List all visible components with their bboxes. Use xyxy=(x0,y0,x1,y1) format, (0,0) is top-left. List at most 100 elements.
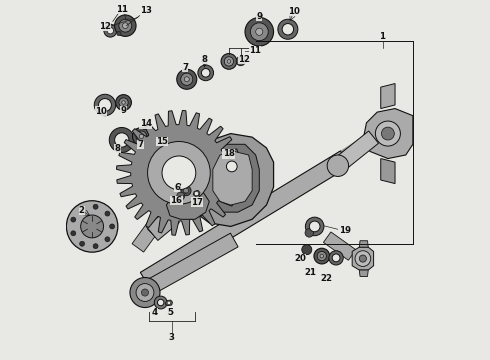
Circle shape xyxy=(184,77,189,82)
Circle shape xyxy=(201,68,210,77)
Circle shape xyxy=(226,161,237,172)
Circle shape xyxy=(309,221,320,232)
Circle shape xyxy=(119,98,128,107)
Text: 20: 20 xyxy=(294,254,306,263)
Text: 9: 9 xyxy=(256,12,262,21)
Polygon shape xyxy=(359,241,368,247)
Circle shape xyxy=(236,57,245,66)
Circle shape xyxy=(115,15,136,36)
Circle shape xyxy=(239,59,243,63)
Text: 3: 3 xyxy=(169,333,175,342)
Polygon shape xyxy=(165,300,172,306)
Circle shape xyxy=(198,65,214,81)
Circle shape xyxy=(181,186,191,196)
Polygon shape xyxy=(143,233,238,296)
Text: 18: 18 xyxy=(222,149,235,158)
Text: 7: 7 xyxy=(137,140,144,149)
Polygon shape xyxy=(147,123,149,127)
Circle shape xyxy=(136,284,154,301)
Polygon shape xyxy=(132,204,172,252)
Circle shape xyxy=(381,127,394,140)
Text: 22: 22 xyxy=(320,274,332,283)
Circle shape xyxy=(221,54,237,69)
Circle shape xyxy=(162,156,196,190)
Circle shape xyxy=(93,244,98,249)
Circle shape xyxy=(147,141,210,204)
Text: 17: 17 xyxy=(191,198,203,207)
Circle shape xyxy=(110,224,115,229)
Circle shape xyxy=(305,229,314,237)
Circle shape xyxy=(222,157,241,176)
Circle shape xyxy=(359,255,367,262)
Polygon shape xyxy=(117,111,242,235)
Circle shape xyxy=(184,188,189,193)
Text: 8: 8 xyxy=(202,55,208,64)
Circle shape xyxy=(329,251,343,265)
Text: 6: 6 xyxy=(174,183,180,192)
Circle shape xyxy=(109,127,134,153)
Text: 16: 16 xyxy=(171,196,182,205)
Polygon shape xyxy=(198,144,259,212)
Circle shape xyxy=(136,131,147,142)
Circle shape xyxy=(98,99,111,111)
Circle shape xyxy=(107,27,114,34)
Circle shape xyxy=(119,19,132,32)
Polygon shape xyxy=(147,209,179,240)
Circle shape xyxy=(79,241,85,246)
Circle shape xyxy=(305,217,324,236)
Circle shape xyxy=(245,18,273,46)
Text: 19: 19 xyxy=(339,226,350,235)
Polygon shape xyxy=(147,186,199,238)
Circle shape xyxy=(104,24,117,37)
Circle shape xyxy=(157,299,164,306)
Circle shape xyxy=(115,133,129,147)
Circle shape xyxy=(327,155,348,176)
Text: 11: 11 xyxy=(116,5,128,14)
Circle shape xyxy=(194,192,198,196)
Text: 2: 2 xyxy=(79,206,85,215)
Polygon shape xyxy=(140,151,350,288)
Text: 11: 11 xyxy=(249,46,261,55)
Polygon shape xyxy=(181,134,273,226)
Circle shape xyxy=(116,95,131,111)
Circle shape xyxy=(278,19,298,39)
Circle shape xyxy=(71,231,76,236)
Polygon shape xyxy=(323,232,356,260)
Text: 9: 9 xyxy=(121,106,126,115)
Circle shape xyxy=(256,28,263,35)
Text: 1: 1 xyxy=(380,32,386,41)
Polygon shape xyxy=(213,152,252,205)
Circle shape xyxy=(314,248,330,264)
Circle shape xyxy=(94,94,116,116)
Circle shape xyxy=(154,296,167,309)
Text: 14: 14 xyxy=(140,120,152,129)
Circle shape xyxy=(250,23,268,41)
Text: 12: 12 xyxy=(238,55,250,64)
Circle shape xyxy=(227,60,231,63)
Circle shape xyxy=(105,237,110,242)
Circle shape xyxy=(122,101,125,104)
Circle shape xyxy=(332,254,340,262)
Text: 21: 21 xyxy=(304,268,316,277)
Text: 7: 7 xyxy=(182,63,188,72)
Circle shape xyxy=(177,192,185,200)
Circle shape xyxy=(66,201,118,252)
Polygon shape xyxy=(363,109,413,158)
Circle shape xyxy=(375,121,400,146)
Circle shape xyxy=(130,278,160,307)
Text: 15: 15 xyxy=(156,137,168,146)
Circle shape xyxy=(105,211,110,216)
Polygon shape xyxy=(381,158,395,184)
Circle shape xyxy=(167,301,171,305)
Circle shape xyxy=(302,245,312,255)
Circle shape xyxy=(81,215,103,238)
Circle shape xyxy=(122,23,128,28)
Circle shape xyxy=(139,134,144,139)
Text: 12: 12 xyxy=(98,22,111,31)
Text: 13: 13 xyxy=(140,6,152,15)
Polygon shape xyxy=(381,84,395,109)
Circle shape xyxy=(320,254,323,258)
Polygon shape xyxy=(352,247,373,270)
Polygon shape xyxy=(193,190,200,197)
Circle shape xyxy=(181,73,193,85)
